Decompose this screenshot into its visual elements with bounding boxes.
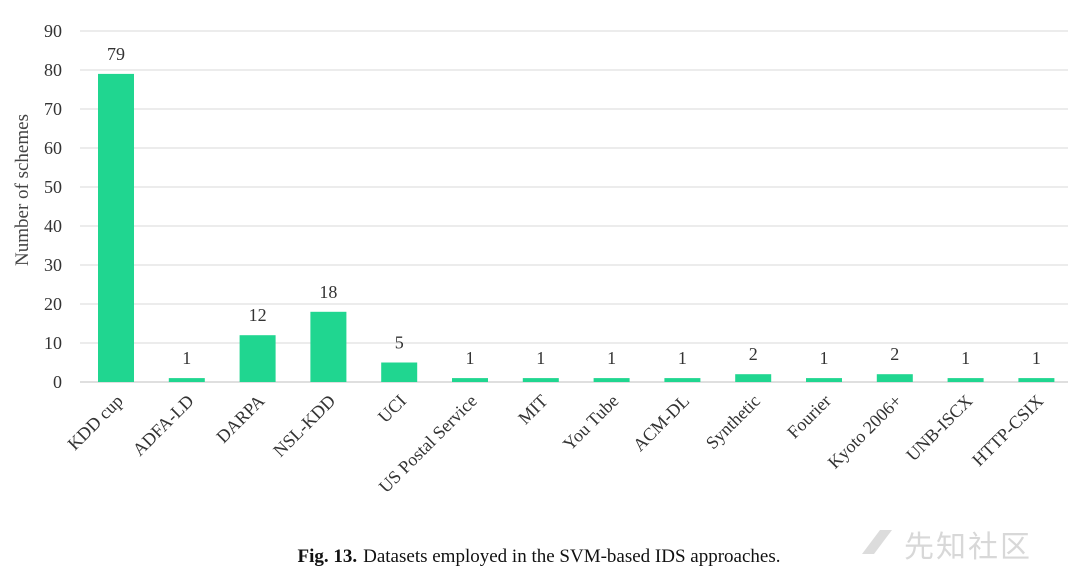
y-tick-label: 50 bbox=[44, 177, 62, 197]
y-axis-label: Number of schemes bbox=[12, 114, 33, 266]
y-tick-label: 30 bbox=[44, 255, 62, 275]
y-axis-ticks: 0 10 20 30 40 50 60 70 80 90 bbox=[44, 21, 62, 392]
grid-lines bbox=[80, 30, 1068, 383]
y-tick-label: 90 bbox=[44, 21, 62, 41]
y-tick-label: 10 bbox=[44, 333, 62, 353]
y-tick-label: 0 bbox=[53, 372, 62, 392]
data-label: 2 bbox=[749, 344, 758, 364]
bar bbox=[593, 378, 630, 382]
data-label: 1 bbox=[678, 348, 687, 368]
x-tick-label: Synthetic bbox=[702, 391, 764, 453]
x-tick-label: HTTP-CSIX bbox=[968, 391, 1047, 470]
bar bbox=[239, 335, 276, 382]
watermark-logo-icon bbox=[862, 530, 892, 554]
x-tick-label: UCI bbox=[374, 391, 410, 427]
x-tick-label: Fourier bbox=[783, 391, 835, 443]
watermark: 先知社区 bbox=[860, 522, 1060, 565]
bar bbox=[98, 73, 134, 383]
watermark-text: 先知社区 bbox=[904, 530, 1032, 565]
bar bbox=[664, 378, 701, 382]
bar bbox=[168, 378, 205, 382]
y-tick-label: 20 bbox=[44, 294, 62, 314]
bar bbox=[735, 374, 772, 382]
y-tick-label: 40 bbox=[44, 216, 62, 236]
y-tick-label: 70 bbox=[44, 99, 62, 119]
figure-caption-label: Fig. 13. bbox=[297, 546, 358, 567]
x-tick-label: ADFA-LD bbox=[129, 391, 198, 460]
x-tick-label: You Tube bbox=[559, 391, 622, 454]
data-label: 1 bbox=[536, 348, 545, 368]
bar bbox=[806, 378, 842, 382]
data-label: 1 bbox=[466, 348, 475, 368]
data-label: 1 bbox=[961, 348, 970, 368]
x-tick-label: NSL-KDD bbox=[269, 391, 339, 461]
data-label: 1 bbox=[820, 348, 829, 368]
bars bbox=[98, 73, 1055, 383]
figure-caption: Fig. 13. Datasets employed in the SVM-bas… bbox=[0, 546, 1078, 568]
data-label: 1 bbox=[182, 348, 191, 368]
data-label: 2 bbox=[890, 344, 899, 364]
x-tick-label: MIT bbox=[514, 391, 551, 428]
bar bbox=[310, 311, 347, 382]
data-label: 1 bbox=[1032, 348, 1041, 368]
data-label: 18 bbox=[319, 282, 337, 302]
bar bbox=[522, 378, 559, 382]
bar bbox=[452, 378, 488, 382]
y-tick-label: 80 bbox=[44, 60, 62, 80]
bar bbox=[947, 378, 984, 382]
data-label: 12 bbox=[249, 305, 267, 325]
data-label: 1 bbox=[607, 348, 616, 368]
x-tick-label: ACM-DL bbox=[629, 391, 693, 455]
data-label: 5 bbox=[395, 333, 404, 353]
bar bbox=[1018, 378, 1055, 382]
x-tick-label: KDD cup bbox=[64, 391, 127, 454]
y-tick-label: 60 bbox=[44, 138, 62, 158]
bar bbox=[876, 374, 913, 382]
bar bbox=[381, 362, 418, 382]
x-tick-label: UNB-ISCX bbox=[902, 391, 976, 465]
x-tick-label: Kyoto 2006+ bbox=[824, 391, 906, 473]
data-label: 79 bbox=[107, 44, 125, 64]
x-tick-label: DARPA bbox=[212, 391, 268, 447]
figure-caption-text: Datasets employed in the SVM-based IDS a… bbox=[363, 546, 781, 567]
